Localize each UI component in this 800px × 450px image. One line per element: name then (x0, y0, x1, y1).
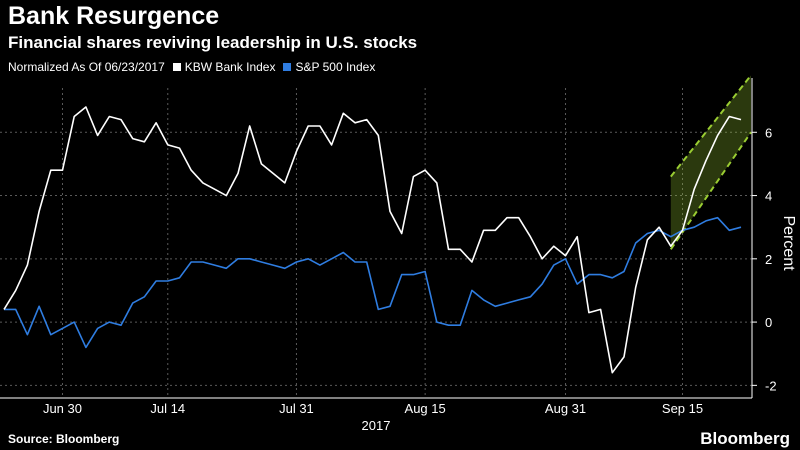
legend-note: Normalized As Of 06/23/2017 (8, 60, 165, 74)
axis-layer: -2 0 2 4 6 Jun 30 Jul 14 Jul 31 Aug 15 Aug 31 Sep … (0, 78, 797, 433)
legend-label-kbw: KBW Bank Index (184, 60, 276, 74)
x-tick-label: Jul 14 (150, 401, 185, 416)
x-year-label: 2017 (362, 418, 391, 433)
y-tick-label: 4 (765, 189, 772, 204)
series-line-kbw-bank-index (3, 106, 742, 374)
legend-label-sp500: S&P 500 Index (295, 60, 376, 74)
x-tick-label: Jun 30 (43, 401, 82, 416)
x-tick-label: Jul 31 (279, 401, 314, 416)
y-tick-label: -2 (765, 378, 777, 393)
chart-title: Bank Resurgence (8, 2, 220, 30)
series-line-sp500-index (4, 216, 742, 349)
x-tick-label: Aug 31 (545, 401, 586, 416)
legend-item-kbw: KBW Bank Index (172, 60, 276, 74)
x-tick-label: Sep 15 (662, 401, 703, 416)
y-tick-label: 2 (765, 252, 772, 267)
chart-subtitle: Financial shares reviving leadership in … (8, 33, 418, 52)
grid-layer (0, 88, 752, 398)
x-tick-label: Aug 15 (405, 401, 446, 416)
source-note: Source: Bloomberg (8, 432, 120, 446)
y-tick-label: 6 (765, 125, 772, 140)
legend-swatch-kbw (172, 63, 181, 71)
trend-channel-upper-line (670, 74, 752, 178)
trend-channel-fill (670, 75, 751, 250)
series-layer (3, 106, 742, 374)
trend-channel (669, 74, 752, 250)
legend: Normalized As Of 06/23/2017 KBW Bank Ind… (8, 60, 375, 74)
bloomberg-logo: Bloomberg (700, 429, 790, 448)
y-tick-label: 0 (765, 315, 772, 330)
legend-item-sp500: S&P 500 Index (283, 60, 375, 74)
legend-swatch-sp500 (283, 63, 292, 71)
y-axis-title: Percent (780, 215, 797, 271)
